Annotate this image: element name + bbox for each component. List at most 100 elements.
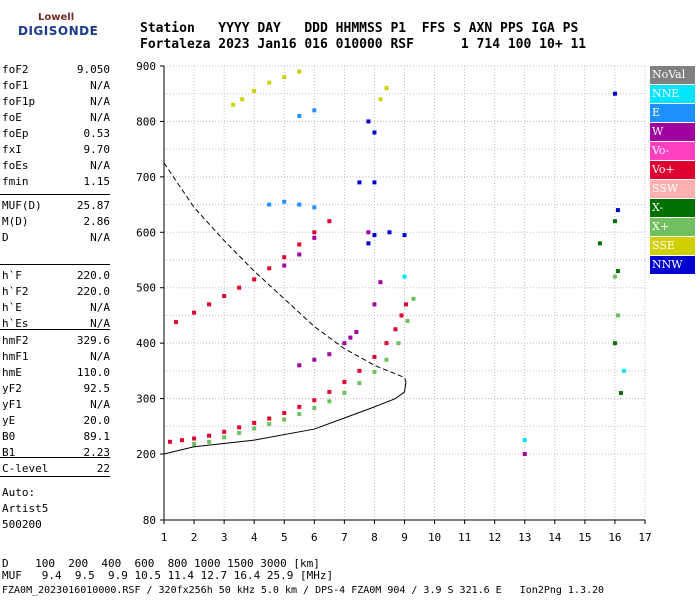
- header-labels: Station YYYY DAY DDD HHMMSS P1 FFS S AXN…: [140, 21, 579, 36]
- x-tick-label: 7: [341, 531, 348, 544]
- param-name: B0: [2, 430, 16, 443]
- point-w: [312, 235, 317, 240]
- param-value: 89.1: [83, 430, 111, 443]
- param-value: 2.23: [83, 446, 111, 459]
- param-value: N/A: [90, 95, 110, 108]
- point-vo-: [312, 230, 317, 235]
- y-tick-label: 300: [136, 393, 156, 406]
- auto-line2: Artist5: [2, 502, 49, 515]
- point-w: [297, 252, 302, 257]
- point-vo-: [297, 404, 302, 409]
- x-tick-label: 8: [371, 531, 378, 544]
- point-vo-: [222, 294, 227, 299]
- param-name: fxI: [2, 143, 22, 156]
- param-row: MUF(D) 25.87: [2, 198, 110, 214]
- param-row: fmin 1.15: [2, 174, 110, 190]
- point-x-: [597, 241, 602, 246]
- panel-separator: [0, 264, 110, 265]
- point-w: [522, 452, 527, 456]
- point-vo-: [192, 436, 197, 441]
- param-value: N/A: [90, 79, 110, 92]
- point-w: [312, 357, 317, 362]
- point-vo-: [312, 398, 317, 403]
- point-e: [312, 205, 317, 210]
- point-x-: [411, 296, 416, 301]
- point-vo-: [207, 433, 212, 438]
- point-vo-: [222, 429, 227, 434]
- point-e: [312, 108, 317, 113]
- x-tick-label: 2: [191, 531, 198, 544]
- point-vo-: [174, 320, 179, 325]
- point-x-: [384, 357, 389, 362]
- point-x-: [282, 417, 287, 422]
- point-e: [297, 113, 302, 118]
- param-row: foEs N/A: [2, 158, 110, 174]
- x-tick-label: 3: [221, 531, 228, 544]
- legend-item-nne: NNE: [650, 85, 695, 103]
- point-x-: [372, 369, 377, 374]
- profile-solid-line: [163, 381, 407, 455]
- y-tick-label: 800: [136, 115, 156, 128]
- param-row: h`E N/A: [2, 300, 110, 316]
- param-name: foF1: [2, 79, 29, 92]
- point-sse: [267, 80, 272, 85]
- legend-item-vo-: Vo+: [650, 161, 695, 179]
- legend-item-vo-: Vo-: [650, 142, 695, 160]
- param-name: foE: [2, 111, 22, 124]
- param-name: foF1p: [2, 95, 36, 108]
- logo-digisonde: DIGISONDE: [18, 24, 99, 38]
- legend-item-nnw: NNW: [650, 256, 695, 274]
- x-tick-label: 10: [428, 531, 441, 544]
- legend-item-x-: X+: [650, 218, 695, 236]
- point-x-: [405, 318, 410, 323]
- param-row: fxI 9.70: [2, 142, 110, 158]
- x-tick-label: 9: [401, 531, 408, 544]
- auto-line3: 500200: [2, 518, 42, 531]
- y-tick-label: 80: [143, 514, 156, 527]
- param-row: foE N/A: [2, 110, 110, 126]
- x-tick-label: 13: [518, 531, 531, 544]
- point-vo-: [252, 277, 257, 282]
- y-tick-label: 200: [136, 448, 156, 461]
- point-nne: [522, 438, 527, 443]
- param-row: yF1 N/A: [2, 397, 110, 413]
- param-row: M(D) 2.86: [2, 214, 110, 230]
- param-value: 2.86: [83, 215, 111, 228]
- legend-item-w: W: [650, 123, 695, 141]
- point-vo-: [297, 242, 302, 247]
- param-name: hmE: [2, 366, 22, 379]
- param-row: yE 20.0: [2, 413, 110, 429]
- param-name: h`Es: [2, 317, 29, 330]
- point-x-: [267, 422, 272, 427]
- muf-table: D 100 200 400 600 800 1000 1500 3000 [km…: [2, 558, 333, 582]
- y-tick-label: 600: [136, 226, 156, 239]
- param-name: yF1: [2, 398, 22, 411]
- param-name: h`F2: [2, 285, 29, 298]
- point-vo-: [393, 327, 398, 332]
- point-vo-: [237, 425, 242, 430]
- footer-info: FZA0M_2023016010000.RSF / 320fx256h 50 k…: [2, 585, 605, 596]
- param-value: 110.0: [76, 366, 110, 379]
- x-tick-label: 6: [311, 531, 318, 544]
- param-row: yF2 92.5: [2, 381, 110, 397]
- panel-separator: [0, 194, 110, 195]
- point-x-: [312, 405, 317, 410]
- param-row: D N/A: [2, 230, 110, 246]
- point-x-: [396, 341, 401, 346]
- panel-separator: [0, 457, 110, 458]
- point-w: [366, 230, 371, 235]
- param-name: h`E: [2, 301, 22, 314]
- point-vo-: [237, 285, 242, 290]
- logo-lowell: Lowell: [38, 12, 75, 23]
- panel-separator: [0, 329, 110, 330]
- point-vo-: [342, 379, 347, 384]
- param-row: B1 2.23: [2, 445, 110, 461]
- param-name: B1: [2, 446, 16, 459]
- x-tick-label: 5: [281, 531, 288, 544]
- point-e: [297, 202, 302, 207]
- param-name: hmF1: [2, 350, 29, 363]
- point-sse: [252, 88, 257, 93]
- muf-table-row2: MUF 9.4 9.5 9.9 10.5 11.4 12.7 16.4 25.9…: [2, 569, 334, 582]
- point-vo-: [207, 302, 212, 307]
- legend-item-x-: X-: [650, 199, 695, 217]
